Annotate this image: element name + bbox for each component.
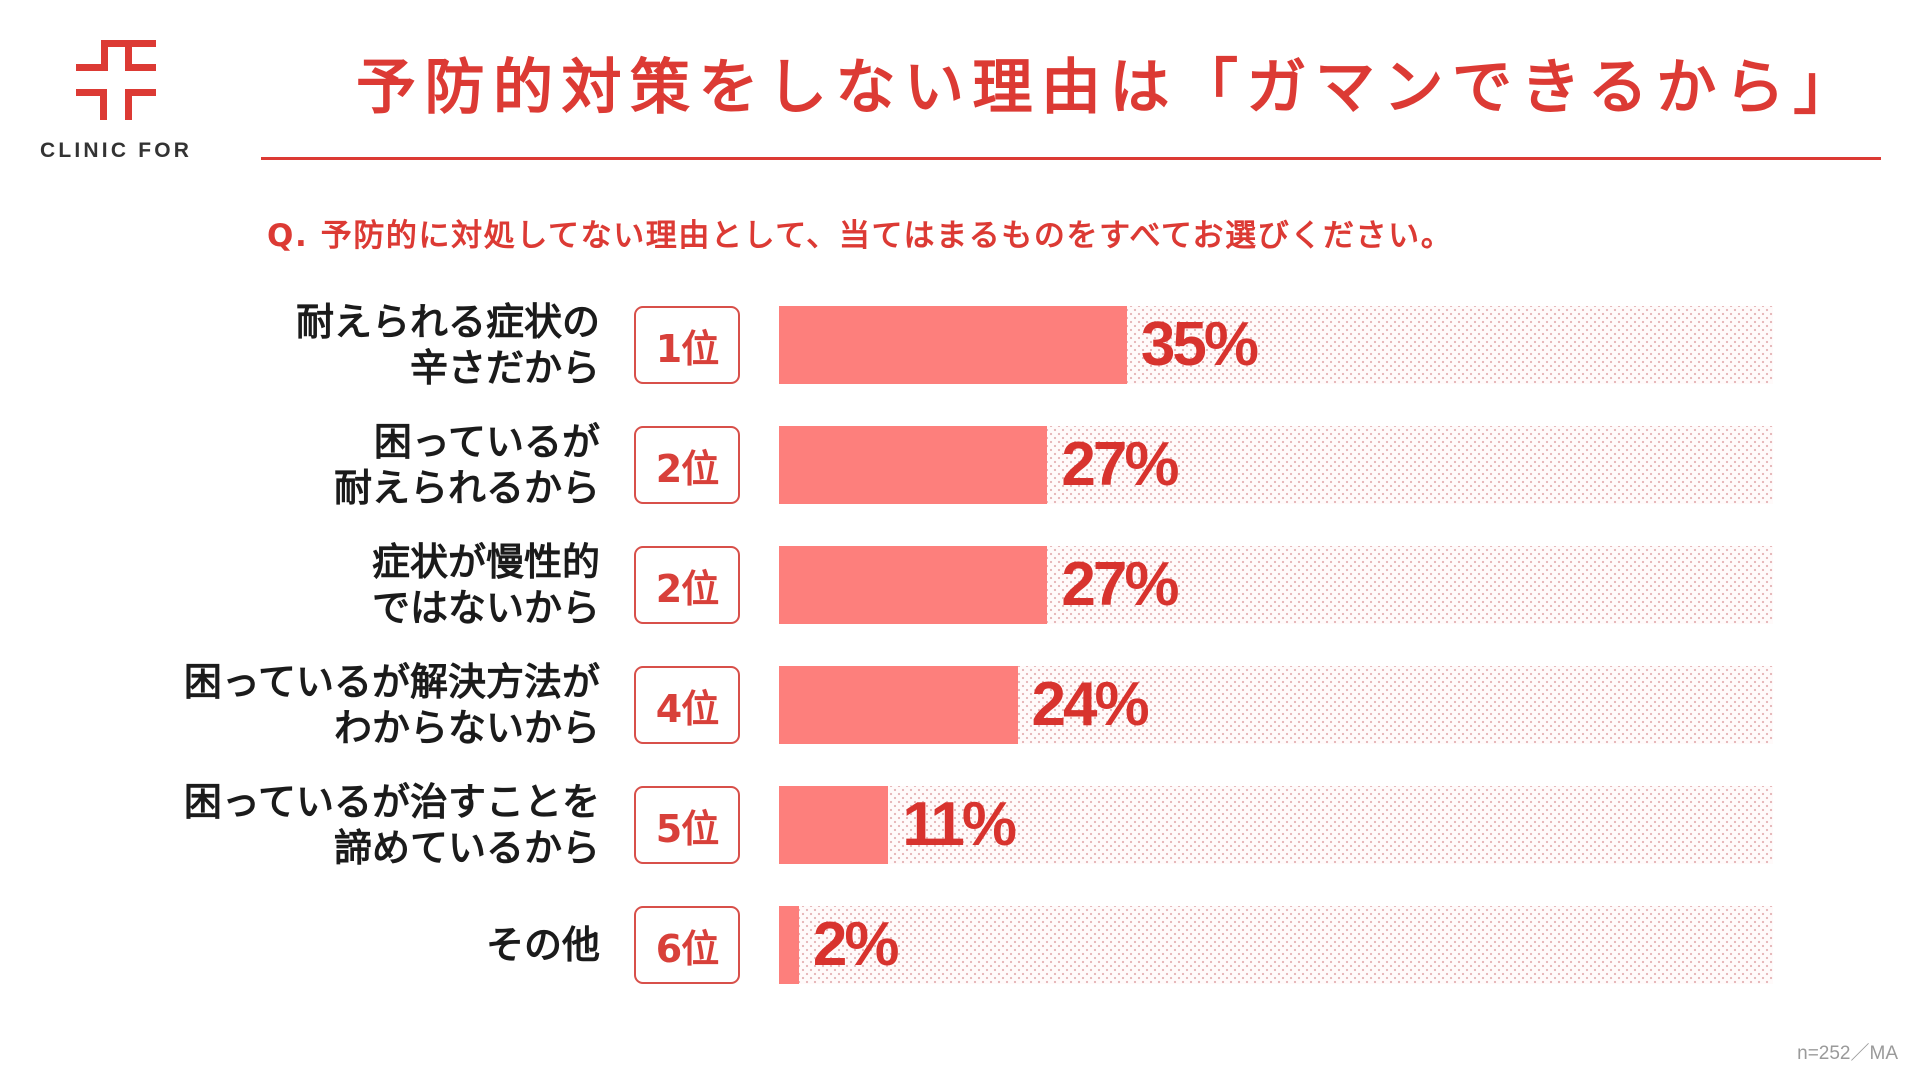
value-label: 11%: [902, 790, 1017, 859]
bar-fill: [779, 426, 1048, 504]
brand-name: CLINIC FOR: [40, 139, 193, 162]
clinic-cross-icon: [76, 40, 156, 120]
category-label: 困っているが 耐えられるから: [334, 419, 600, 511]
category-label-line1: 困っているが治すことを: [183, 780, 600, 824]
chart-row: 困っているが 耐えられるから 2位 27%: [0, 420, 1920, 510]
rank-badge: 5位: [634, 786, 740, 864]
chart-row: その他 6位 2%: [0, 906, 1920, 984]
chart-row: 耐えられる症状の 辛さだから 1位 35%: [0, 300, 1920, 390]
logo-mark: [76, 40, 156, 120]
bar-fill: [779, 546, 1048, 624]
category-label: 症状が慢性的 ではないから: [372, 539, 600, 631]
category-label-line1: 困っているが解決方法が: [183, 660, 600, 704]
bar-fill: [779, 906, 799, 984]
category-label-line1: その他: [485, 923, 600, 967]
chart-row: 困っているが治すことを 諦めているから 5位 11%: [0, 780, 1920, 870]
category-label-line2: ではないから: [371, 586, 600, 630]
bar-fill: [779, 306, 1127, 384]
rank-badge: 6位: [634, 906, 740, 984]
bar-track: 2%: [779, 906, 1773, 984]
category-label-line2: 辛さだから: [409, 346, 600, 390]
bar-track: 27%: [779, 426, 1773, 504]
value-label: 24%: [1031, 670, 1150, 739]
value-label: 27%: [1061, 430, 1179, 499]
bar-fill: [779, 786, 889, 864]
bar-track: 35%: [779, 306, 1773, 384]
rank-badge: 1位: [634, 306, 740, 384]
category-label-line1: 耐えられる症状の: [295, 300, 600, 344]
category-label: 困っているが解決方法が わからないから: [184, 659, 600, 751]
bar-track: 11%: [779, 786, 1773, 864]
category-label: 耐えられる症状の 辛さだから: [296, 299, 600, 391]
category-label-line2: 耐えられるから: [333, 466, 600, 510]
category-label-line1: 症状が慢性的: [371, 540, 600, 584]
rank-badge: 2位: [634, 426, 740, 504]
chart-row: 症状が慢性的 ではないから 2位 27%: [0, 540, 1920, 630]
survey-question: Q. 予防的に対処してない理由として、当てはまるものをすべてお選びください。: [267, 218, 1454, 254]
page-title: 予防的対策をしない理由は「ガマンできるから」: [356, 53, 1862, 123]
bar-track: 24%: [779, 666, 1773, 744]
category-label: 困っているが治すことを 諦めているから: [184, 779, 600, 871]
category-label: その他: [486, 922, 600, 968]
value-label: 2%: [812, 910, 900, 979]
chart-row: 困っているが解決方法が わからないから 4位 24%: [0, 660, 1920, 750]
category-label-line1: 困っているが: [373, 420, 600, 464]
bar-fill: [779, 666, 1018, 744]
category-label-line2: わからないから: [333, 706, 600, 750]
bar-track: 27%: [779, 546, 1773, 624]
title-divider: [261, 157, 1881, 160]
rank-badge: 2位: [634, 546, 740, 624]
category-label-line2: 諦めているから: [333, 826, 600, 870]
value-label: 27%: [1061, 550, 1179, 619]
rank-badge: 4位: [634, 666, 740, 744]
value-label: 35%: [1140, 310, 1259, 379]
sample-size-note: n=252／MA: [1797, 1043, 1898, 1064]
